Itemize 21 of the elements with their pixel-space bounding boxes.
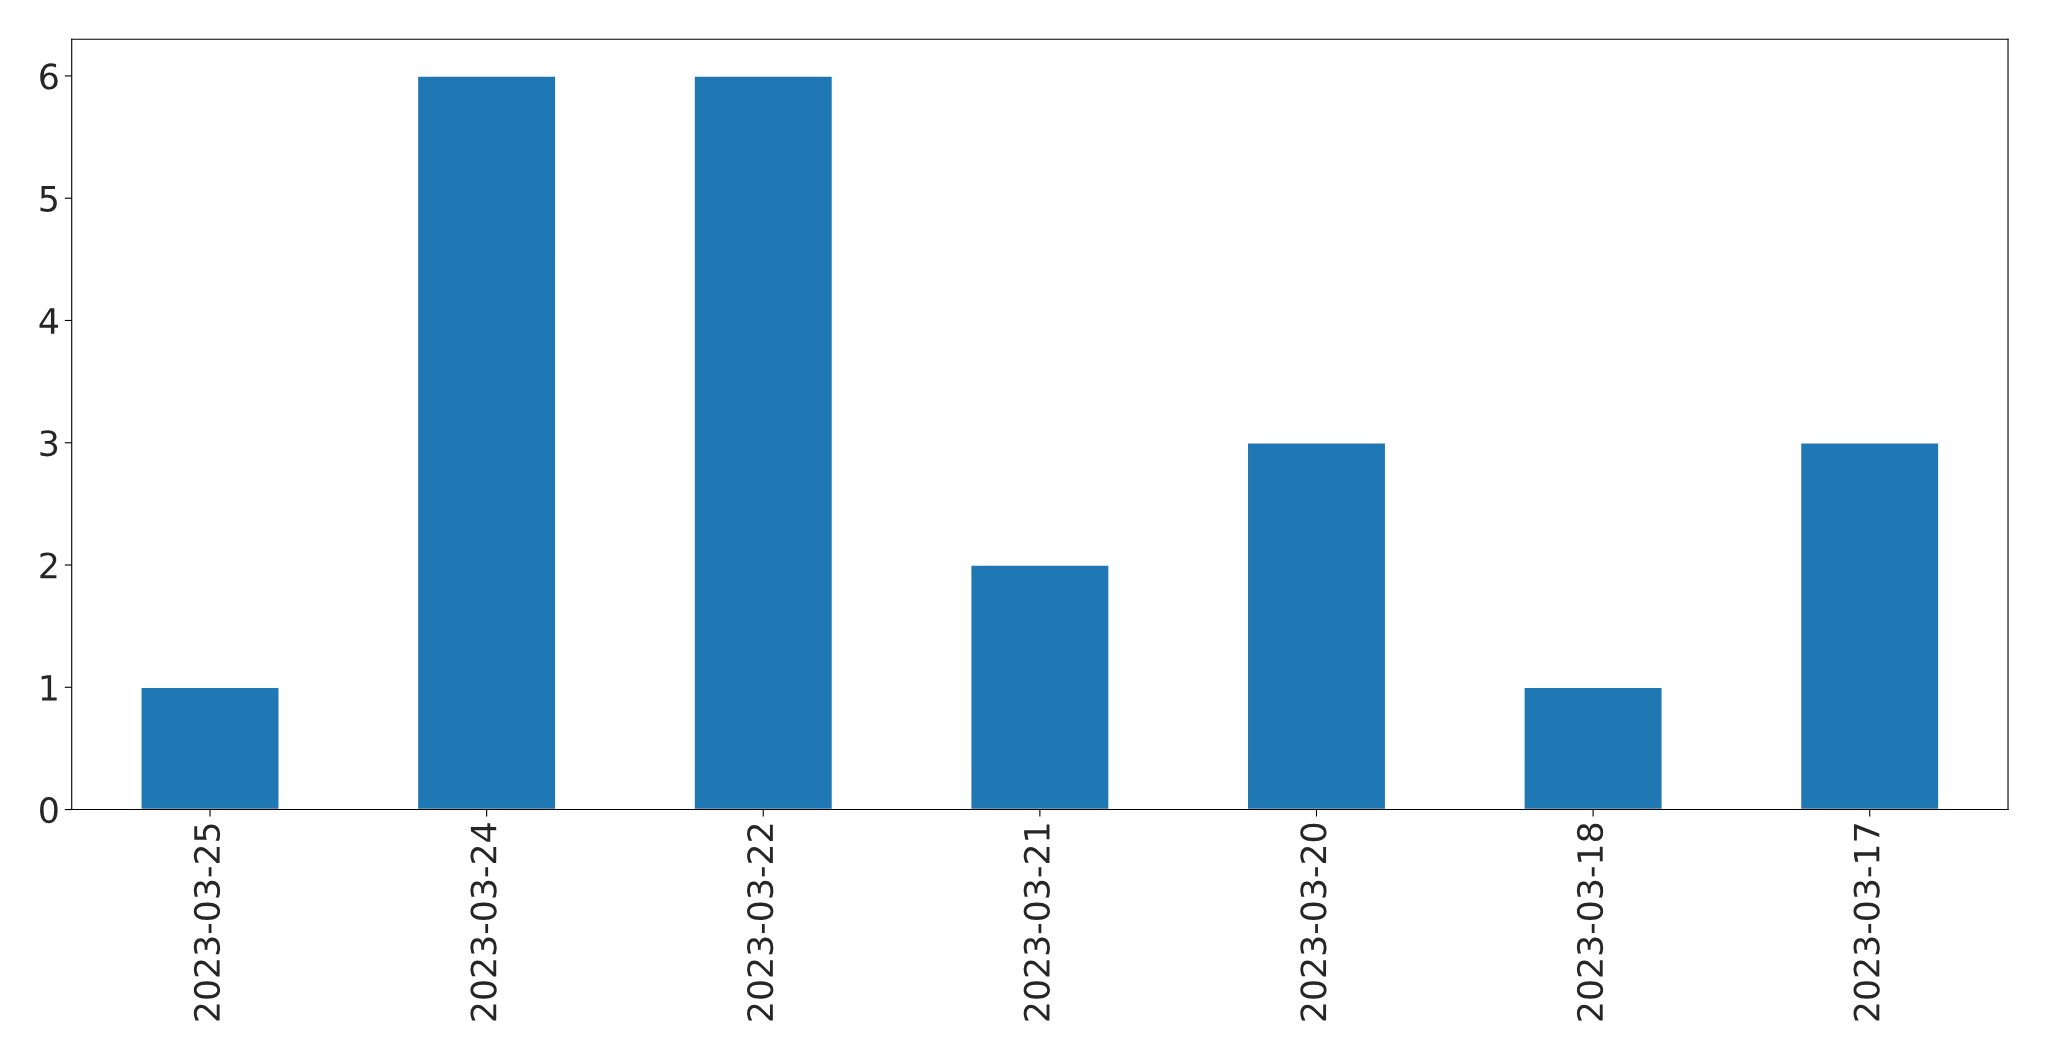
bar [970,564,1110,810]
y-tick-label: 6 [40,63,58,90]
x-tick-label: 2023-03-24 [470,823,497,1021]
x-tick-label: 2023-03-17 [1853,824,1880,1021]
x-tick-label: 2023-03-18 [1576,823,1604,1021]
x-tick-label: 2023-03-21 [1023,824,1050,1021]
x-tick-label: 2023-03-22 [747,824,774,1021]
y-tick-label: 4 [39,308,58,334]
bar [1246,442,1387,810]
x-tick-label: 2023-03-25 [193,824,221,1021]
bar [1523,686,1663,810]
y-tick-label: 3 [40,430,58,457]
y-tick-label: 0 [40,796,58,824]
y-tick-label: 1 [41,675,57,701]
bar [140,686,280,810]
bar [693,75,834,810]
x-tick-label: 2023-03-20 [1300,823,1327,1021]
bar [1799,442,1940,810]
y-tick-label: 5 [40,186,57,212]
y-tick-label: 2 [40,552,57,579]
bar [416,75,557,810]
